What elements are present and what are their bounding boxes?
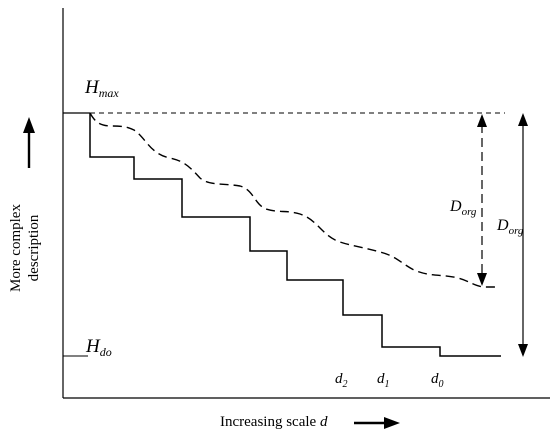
y-axis-label: More complex description	[8, 204, 42, 292]
solid-staircase-curve	[89, 113, 501, 357]
y-axis-label-line2: description	[26, 214, 42, 281]
h-max-label: Hmax	[84, 77, 119, 100]
inner-d-org-arrow	[477, 114, 487, 286]
y-axis-label-line1: More complex	[8, 204, 24, 292]
y-axis-up-arrow	[23, 117, 35, 168]
d2-label: d2	[335, 371, 348, 390]
axes	[62, 8, 550, 399]
d-org-inner-label: Dorg	[449, 198, 477, 218]
inner-d-org-arrowhead-down	[477, 273, 487, 286]
y-arrow-head	[23, 117, 35, 133]
outer-d-org-arrowhead-up	[518, 113, 528, 126]
h-do-label: Hdo	[85, 336, 112, 359]
d1-label: d1	[377, 371, 390, 390]
x-axis-label: Increasing scale d	[220, 414, 328, 430]
outer-d-org-arrowhead-down	[518, 344, 528, 357]
dashed-wavy-curve	[89, 112, 498, 288]
x-arrow-head	[384, 417, 400, 429]
d0-label: d0	[431, 371, 444, 390]
inner-d-org-arrowhead-up	[477, 114, 487, 127]
outer-d-org-arrow	[518, 113, 528, 357]
d-org-outer-label: Dorg	[496, 217, 524, 237]
x-axis-right-arrow	[354, 417, 400, 429]
